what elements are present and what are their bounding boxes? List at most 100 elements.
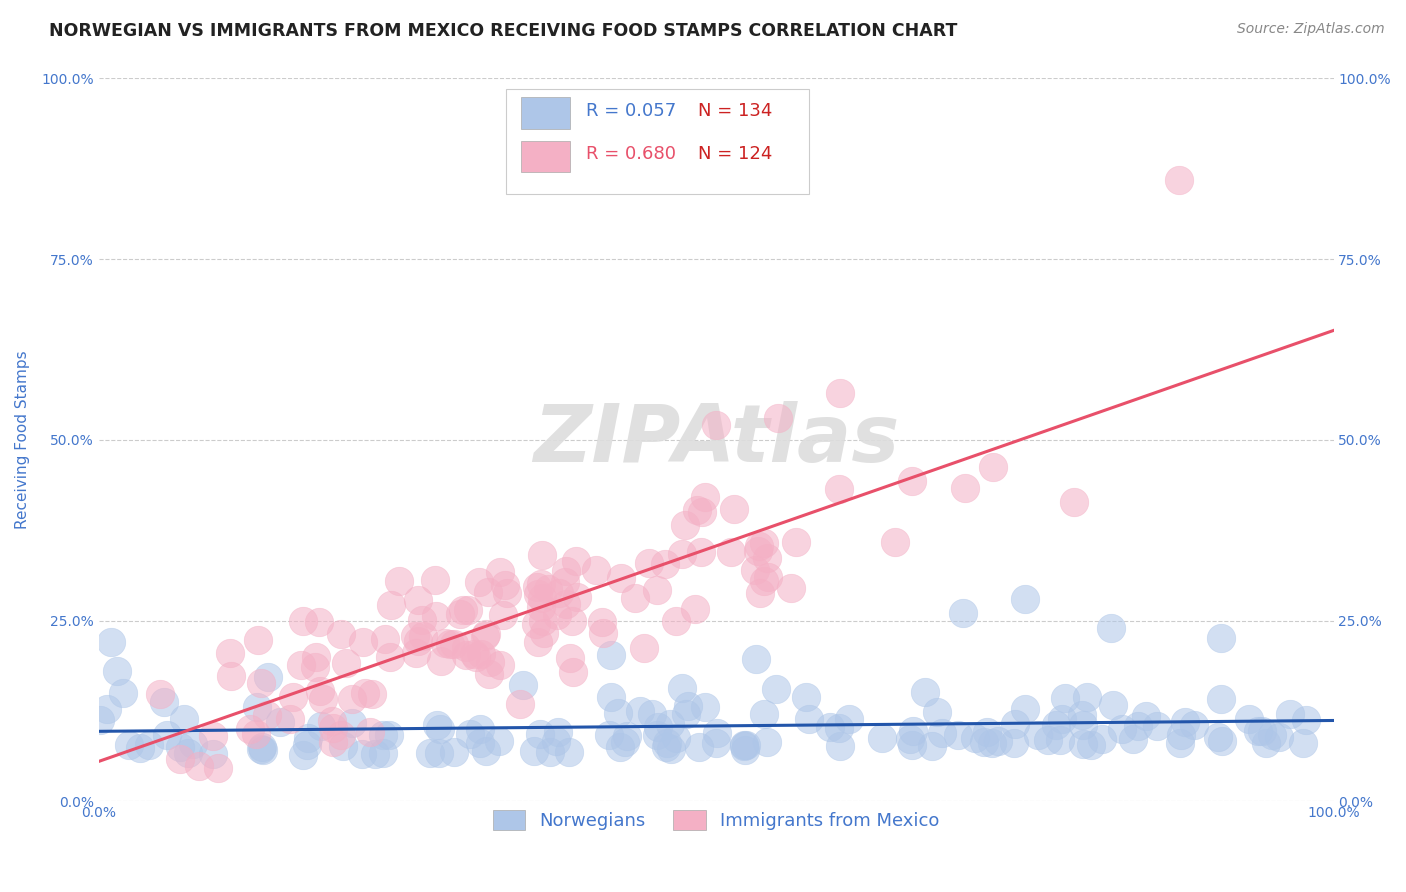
Point bbox=[529, 727, 551, 741]
Point bbox=[531, 591, 554, 605]
Point bbox=[526, 634, 548, 648]
Point bbox=[688, 740, 710, 755]
Point bbox=[512, 678, 534, 692]
Point bbox=[100, 635, 122, 649]
Point bbox=[659, 742, 682, 756]
Point bbox=[554, 575, 576, 590]
Point bbox=[187, 758, 209, 772]
Point bbox=[1267, 730, 1289, 744]
Point bbox=[149, 687, 172, 701]
Point bbox=[250, 676, 273, 690]
Point bbox=[547, 585, 569, 599]
Point bbox=[496, 586, 519, 600]
Point bbox=[785, 534, 807, 549]
Point bbox=[654, 739, 676, 754]
Point bbox=[591, 615, 613, 629]
Point bbox=[797, 712, 820, 726]
Point bbox=[1080, 739, 1102, 753]
Point bbox=[976, 724, 998, 739]
Text: NORWEGIAN VS IMMIGRANTS FROM MEXICO RECEIVING FOOD STAMPS CORRELATION CHART: NORWEGIAN VS IMMIGRANTS FROM MEXICO RECE… bbox=[49, 22, 957, 40]
Point bbox=[1237, 712, 1260, 726]
Point bbox=[544, 733, 567, 747]
Point bbox=[426, 718, 449, 732]
Point bbox=[291, 614, 314, 628]
Point bbox=[1168, 736, 1191, 750]
Point bbox=[1014, 701, 1036, 715]
Point bbox=[373, 746, 395, 760]
Point bbox=[1146, 719, 1168, 733]
Point bbox=[610, 572, 633, 586]
Point bbox=[479, 655, 502, 669]
Point bbox=[1111, 722, 1133, 736]
Point bbox=[766, 411, 789, 425]
Point bbox=[748, 539, 770, 553]
Point bbox=[169, 752, 191, 766]
Point bbox=[176, 746, 198, 760]
Point bbox=[304, 660, 326, 674]
Point bbox=[1170, 729, 1192, 743]
Point bbox=[1211, 692, 1233, 706]
Y-axis label: Receiving Food Stamps: Receiving Food Stamps bbox=[15, 351, 30, 529]
Point bbox=[756, 735, 779, 749]
Point bbox=[329, 627, 352, 641]
Point bbox=[830, 739, 852, 753]
Point bbox=[181, 737, 204, 751]
Point bbox=[673, 518, 696, 533]
Point bbox=[704, 418, 727, 433]
Point bbox=[1135, 709, 1157, 723]
Point bbox=[1004, 717, 1026, 731]
Point bbox=[1254, 736, 1277, 750]
Point bbox=[443, 637, 465, 651]
Point bbox=[983, 459, 1005, 474]
Point bbox=[457, 603, 479, 617]
Point bbox=[412, 629, 434, 643]
Point bbox=[1126, 719, 1149, 733]
Point bbox=[561, 614, 583, 628]
Point bbox=[256, 707, 278, 722]
Point bbox=[249, 741, 271, 756]
Point bbox=[628, 704, 651, 718]
Point bbox=[256, 670, 278, 684]
Point bbox=[659, 717, 682, 731]
Text: Source: ZipAtlas.com: Source: ZipAtlas.com bbox=[1237, 22, 1385, 37]
Point bbox=[723, 501, 745, 516]
Point bbox=[1168, 172, 1191, 186]
Point bbox=[352, 747, 374, 762]
Point bbox=[1099, 621, 1122, 635]
Point bbox=[153, 695, 176, 709]
Point bbox=[451, 603, 474, 617]
Point bbox=[112, 686, 135, 700]
Point bbox=[1091, 731, 1114, 746]
Point bbox=[474, 629, 496, 643]
Point bbox=[156, 727, 179, 741]
Point bbox=[931, 726, 953, 740]
Point bbox=[406, 634, 429, 648]
Point bbox=[340, 692, 363, 706]
Text: N = 124: N = 124 bbox=[697, 145, 772, 163]
Point bbox=[1076, 690, 1098, 705]
Point bbox=[439, 636, 461, 650]
Point bbox=[828, 721, 851, 735]
Point bbox=[693, 700, 716, 714]
Point bbox=[219, 646, 242, 660]
Text: R = 0.057: R = 0.057 bbox=[586, 102, 676, 120]
Point bbox=[388, 574, 411, 589]
Point bbox=[686, 503, 709, 517]
Point bbox=[411, 613, 433, 627]
Point bbox=[720, 545, 742, 559]
Point bbox=[987, 734, 1010, 748]
Point bbox=[1211, 632, 1233, 646]
FancyBboxPatch shape bbox=[522, 97, 571, 129]
Point bbox=[491, 608, 513, 623]
Point bbox=[489, 658, 512, 673]
Point bbox=[252, 743, 274, 757]
Point bbox=[1071, 708, 1094, 723]
Point bbox=[250, 740, 273, 755]
Point bbox=[735, 738, 758, 752]
Point bbox=[600, 690, 623, 705]
Point bbox=[690, 545, 713, 559]
Point bbox=[914, 684, 936, 698]
Point bbox=[468, 723, 491, 737]
Point bbox=[530, 576, 553, 591]
Point bbox=[561, 665, 583, 680]
